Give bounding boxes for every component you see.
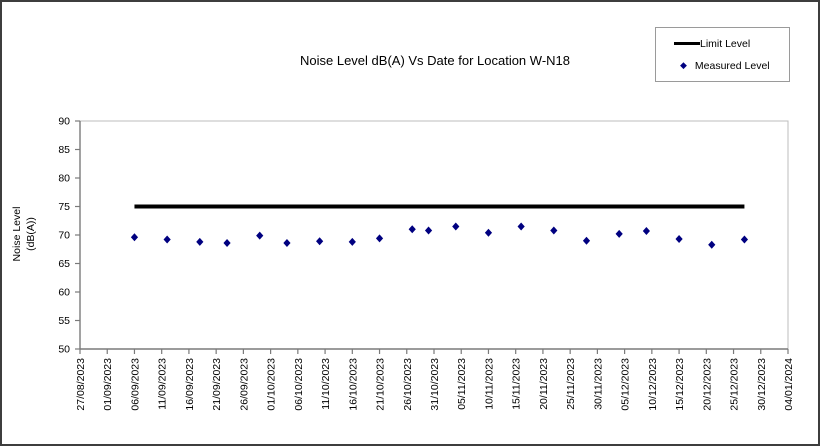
x-tick-label: 05/12/2023 xyxy=(620,358,632,411)
data-point xyxy=(452,222,460,231)
data-point xyxy=(408,225,416,234)
data-point xyxy=(130,233,139,242)
x-tick-label: 25/12/2023 xyxy=(729,358,741,411)
legend: Limit Level ◆ Measured Level xyxy=(655,27,790,82)
x-tick-label: 06/09/2023 xyxy=(129,358,141,411)
y-tick-label: 70 xyxy=(58,230,70,242)
data-point xyxy=(316,237,324,246)
data-point xyxy=(675,234,683,243)
y-tick-label: 80 xyxy=(58,173,70,185)
data-point xyxy=(348,237,356,246)
data-point xyxy=(424,226,433,235)
x-tick-label: 27/08/2023 xyxy=(75,358,87,411)
data-point xyxy=(196,237,204,246)
y-tick-label: 65 xyxy=(58,258,70,270)
data-point xyxy=(740,235,749,244)
data-point xyxy=(582,236,591,245)
data-point xyxy=(708,240,716,249)
x-tick-label: 15/12/2023 xyxy=(674,358,686,411)
chart-title: Noise Level dB(A) Vs Date for Location W… xyxy=(300,53,570,68)
data-point xyxy=(642,227,650,236)
plot-border xyxy=(79,120,789,350)
x-tick-label: 01/09/2023 xyxy=(102,358,114,411)
x-tick-label: 21/10/2023 xyxy=(375,358,387,411)
data-point xyxy=(283,238,291,247)
limit-line-swatch-icon xyxy=(674,42,700,45)
legend-label-measured: Measured Level xyxy=(694,59,770,72)
x-tick-label: 15/11/2023 xyxy=(511,358,523,410)
data-point xyxy=(256,231,264,240)
data-point xyxy=(223,238,231,247)
x-tick-label: 01/10/2023 xyxy=(266,358,278,411)
y-tick-label: 60 xyxy=(58,287,70,299)
x-tick-label: 10/12/2023 xyxy=(647,358,659,411)
x-tick-label: 04/01/2024 xyxy=(783,358,795,411)
data-point xyxy=(375,234,384,243)
x-tick-label: 20/11/2023 xyxy=(538,358,550,410)
x-tick-label: 26/09/2023 xyxy=(238,358,250,411)
y-tick-label: 75 xyxy=(58,201,70,213)
x-tick-label: 30/12/2023 xyxy=(756,358,768,411)
measured-points xyxy=(130,222,749,249)
y-axis-ticks: 50 55 60 65 70 75 80 85 90 xyxy=(58,116,80,356)
x-tick-label: 30/11/2023 xyxy=(592,358,604,410)
y-tick-label: 90 xyxy=(58,116,70,128)
x-tick-label: 16/10/2023 xyxy=(347,358,359,411)
data-point xyxy=(615,229,623,238)
x-tick-label: 11/09/2023 xyxy=(157,358,169,410)
y-tick-label: 55 xyxy=(58,315,70,327)
x-axis-ticks: 27/08/2023 01/09/2023 06/09/2023 11/09/2023… xyxy=(75,349,795,411)
x-tick-label: 25/11/2023 xyxy=(565,358,577,410)
x-tick-label: 11/10/2023 xyxy=(320,358,332,410)
x-tick-label: 21/09/2023 xyxy=(211,358,223,411)
x-tick-label: 31/10/2023 xyxy=(429,358,441,411)
y-tick-label: 85 xyxy=(58,144,70,156)
legend-item-measured-level: ◆ Measured Level xyxy=(656,59,789,73)
legend-label-limit: Limit Level xyxy=(700,37,751,50)
x-tick-label: 05/11/2023 xyxy=(456,358,468,410)
diamond-marker-icon: ◆ xyxy=(680,60,687,70)
x-tick-label: 20/12/2023 xyxy=(701,358,713,411)
x-tick-label: 26/10/2023 xyxy=(402,358,414,411)
x-tick-label: 10/11/2023 xyxy=(483,358,495,410)
data-point xyxy=(517,222,525,231)
data-point xyxy=(484,228,493,237)
data-point xyxy=(163,235,171,244)
legend-item-limit-level: Limit Level xyxy=(656,37,789,51)
x-tick-label: 06/10/2023 xyxy=(293,358,305,411)
y-tick-label: 50 xyxy=(58,344,70,356)
data-point xyxy=(550,226,558,235)
x-tick-label: 16/09/2023 xyxy=(184,358,196,411)
